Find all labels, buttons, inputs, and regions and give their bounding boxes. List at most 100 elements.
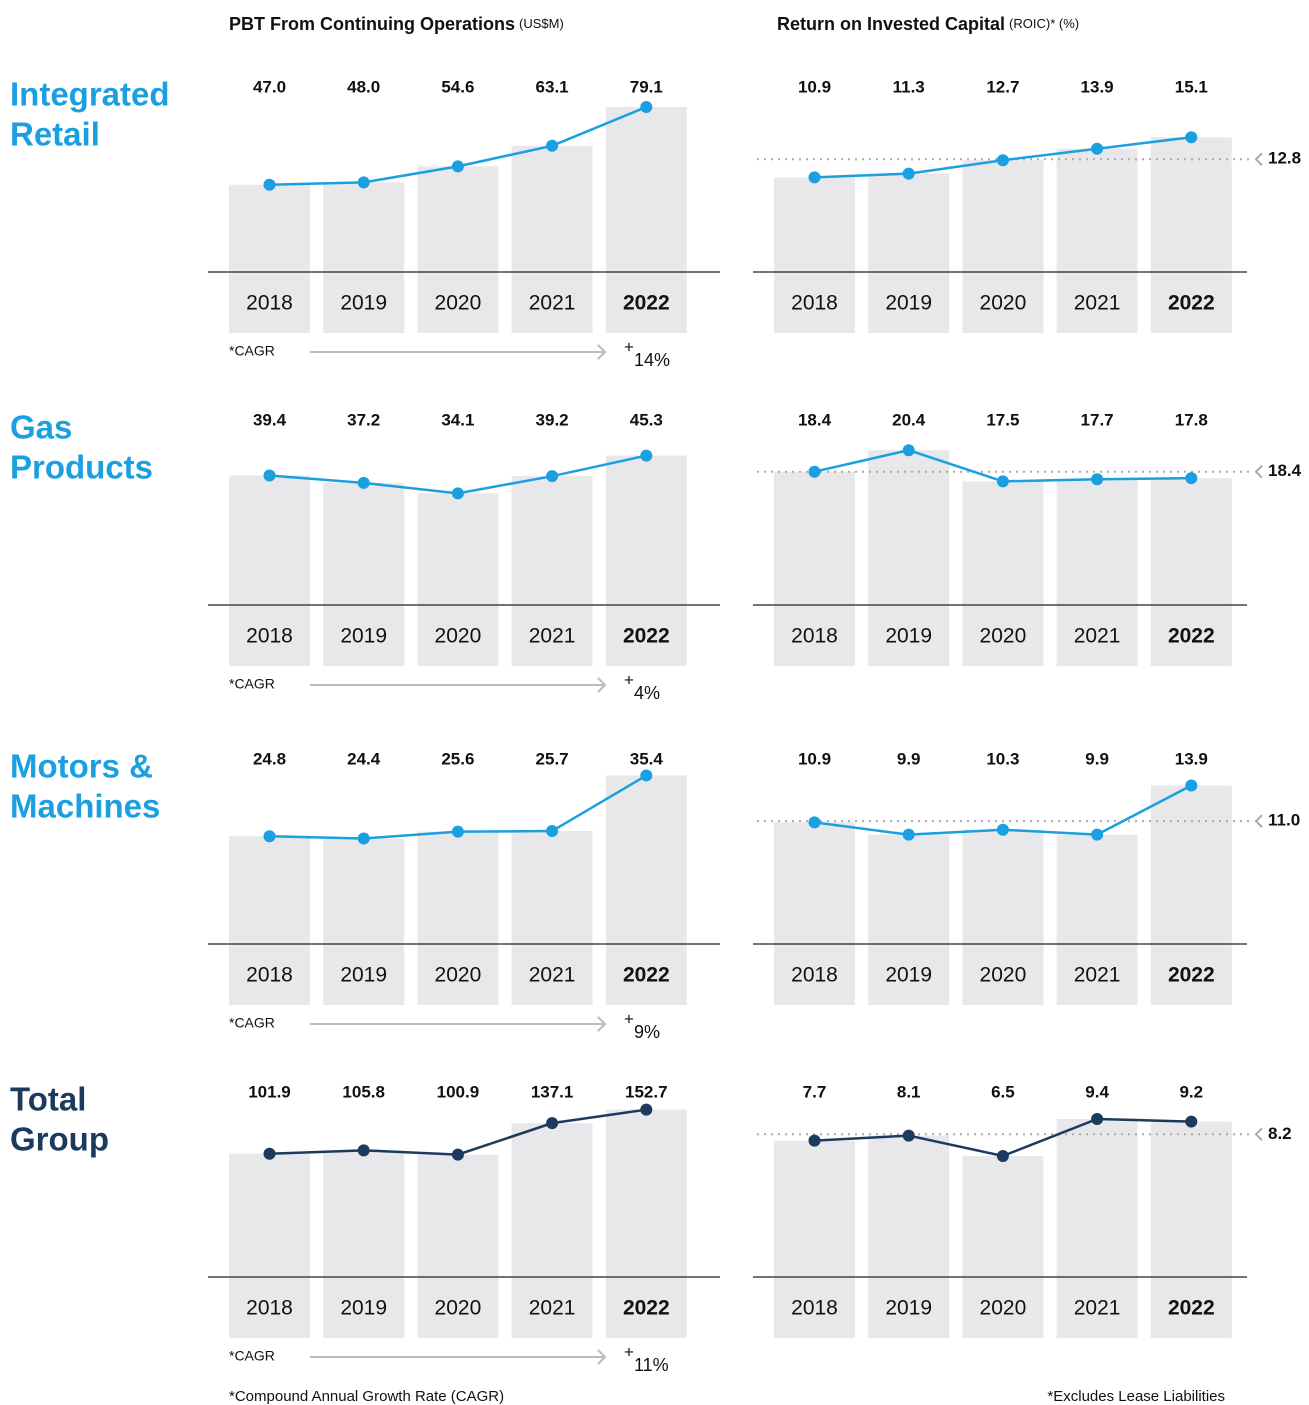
- x-tick-label: 2018: [246, 1297, 293, 1320]
- bar: [605, 107, 687, 333]
- point: [546, 825, 559, 838]
- data-label: 79.1: [630, 77, 663, 96]
- data-label: 15.1: [1175, 77, 1208, 96]
- point: [451, 825, 464, 838]
- data-label: 9.4: [1085, 1082, 1109, 1101]
- point: [808, 1134, 821, 1147]
- bar: [1056, 834, 1138, 1005]
- x-tick-label: 2018: [791, 1297, 838, 1320]
- title-text: Return on Invested Capital: [777, 14, 1005, 34]
- data-label: 17.5: [986, 410, 1019, 429]
- x-tick-label: 2020: [980, 292, 1027, 315]
- point: [808, 465, 821, 478]
- cagr-arrowhead: [597, 344, 607, 360]
- x-tick-label: 2021: [529, 964, 576, 987]
- point: [263, 178, 276, 191]
- bar: [962, 160, 1044, 333]
- x-tick-label: 2019: [340, 964, 387, 987]
- cagr-sign: +: [624, 670, 634, 689]
- data-label: 7.7: [803, 1082, 827, 1101]
- point: [640, 1103, 653, 1116]
- title-text: PBT From Continuing Operations: [229, 14, 515, 34]
- bar: [511, 145, 593, 333]
- point: [357, 176, 370, 189]
- cagr-value: 14%: [634, 350, 670, 370]
- x-tick-label: 2022: [1168, 964, 1215, 987]
- cagr-value: 4%: [634, 683, 660, 703]
- bar: [774, 177, 855, 333]
- average-arrow: [1254, 152, 1263, 166]
- data-label: 13.9: [1175, 749, 1208, 768]
- bar: [323, 482, 405, 666]
- cagr-label: *CAGR: [229, 1015, 275, 1031]
- footnote: *Compound Annual Growth Rate (CAGR): [229, 1388, 504, 1405]
- data-label: 11.3: [893, 77, 925, 96]
- x-tick-label: 2020: [435, 964, 482, 987]
- bar: [962, 829, 1044, 1005]
- bar: [417, 493, 499, 666]
- data-label: 24.8: [253, 749, 286, 768]
- bar: [511, 831, 593, 1005]
- x-tick-label: 2020: [435, 625, 482, 648]
- point: [996, 154, 1009, 167]
- bar: [962, 481, 1044, 666]
- x-tick-label: 2019: [340, 292, 387, 315]
- cagr-sign: +: [624, 337, 634, 356]
- x-tick-label: 2022: [623, 964, 670, 987]
- data-label: 10.9: [798, 749, 831, 768]
- bar: [229, 184, 310, 333]
- x-tick-label: 2021: [529, 1297, 576, 1320]
- data-label: 18.4: [798, 410, 832, 429]
- data-label: 20.4: [892, 410, 926, 429]
- data-label: 17.8: [1175, 410, 1208, 429]
- bar: [868, 173, 950, 333]
- point: [902, 444, 915, 457]
- bar: [605, 775, 687, 1005]
- bar: [417, 1154, 499, 1338]
- data-label: 39.2: [536, 410, 569, 429]
- data-label: 47.0: [253, 77, 286, 96]
- x-tick-label: 2018: [246, 964, 293, 987]
- data-label: 25.6: [441, 749, 474, 768]
- bar: [774, 471, 855, 666]
- point: [902, 167, 915, 180]
- point: [451, 1148, 464, 1161]
- average-label: 11.0: [1268, 811, 1300, 830]
- x-tick-label: 2022: [1168, 625, 1215, 648]
- data-label: 13.9: [1081, 77, 1114, 96]
- row-label: Integrated: [10, 76, 170, 113]
- point: [1091, 473, 1104, 486]
- x-tick-label: 2019: [885, 625, 932, 648]
- x-tick-label: 2019: [885, 1297, 932, 1320]
- data-label: 24.4: [347, 749, 381, 768]
- point: [640, 449, 653, 462]
- point: [996, 475, 1009, 488]
- x-tick-label: 2019: [885, 292, 932, 315]
- point: [1185, 779, 1198, 792]
- bar: [511, 1123, 593, 1338]
- data-label: 17.7: [1081, 410, 1114, 429]
- column-title: Return on Invested Capital (ROIC)* (%): [777, 14, 1079, 34]
- x-tick-label: 2019: [340, 1297, 387, 1320]
- cagr-label: *CAGR: [229, 343, 275, 359]
- bar: [1056, 1119, 1138, 1338]
- x-tick-label: 2018: [246, 625, 293, 648]
- bar: [1150, 478, 1232, 666]
- x-tick-label: 2021: [529, 292, 576, 315]
- data-label: 63.1: [536, 77, 569, 96]
- bar: [229, 836, 310, 1005]
- data-label: 9.9: [897, 749, 921, 768]
- x-tick-label: 2020: [980, 964, 1027, 987]
- data-label: 152.7: [625, 1082, 668, 1101]
- point: [357, 476, 370, 489]
- data-label: 54.6: [441, 77, 474, 96]
- bar: [1056, 148, 1138, 333]
- x-tick-label: 2018: [791, 292, 838, 315]
- bar: [868, 450, 950, 666]
- bar: [1056, 479, 1138, 666]
- data-label: 105.8: [342, 1082, 385, 1101]
- bar: [774, 1140, 855, 1338]
- point: [808, 171, 821, 184]
- bar: [229, 1153, 310, 1338]
- data-label: 37.2: [347, 410, 380, 429]
